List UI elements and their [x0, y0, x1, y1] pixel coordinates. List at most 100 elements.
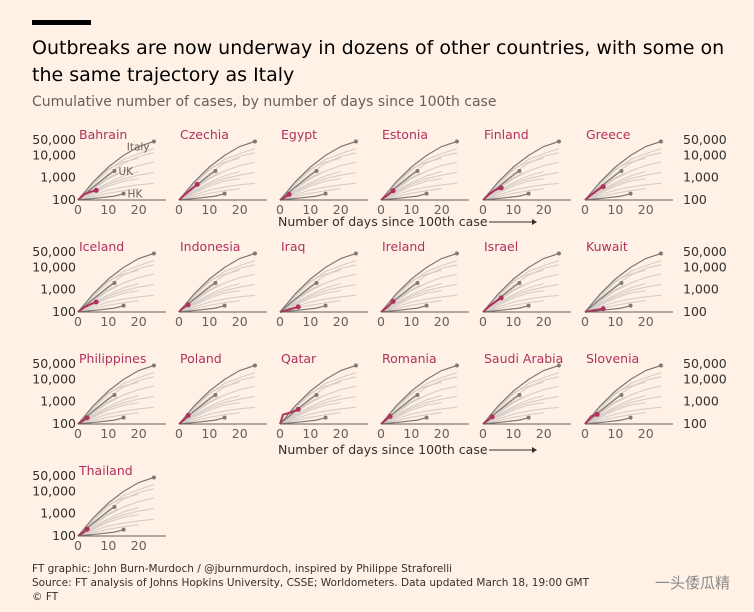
y-tick-label: 10,000 — [683, 147, 727, 162]
background-line — [178, 171, 255, 201]
panel-title-bahrain: Bahrain — [79, 127, 127, 142]
reference-line-italy — [584, 252, 662, 313]
reference-label-hk: HK — [128, 189, 144, 201]
x-tick-label: 10 — [201, 426, 217, 441]
x-tick-label: 0 — [175, 202, 183, 217]
background-line — [482, 171, 559, 201]
x-tick-label: 20 — [232, 314, 248, 329]
background-line — [584, 182, 661, 201]
reference-point-italy — [151, 475, 156, 480]
reference-point-uk — [213, 280, 218, 285]
series-line-qatar — [279, 408, 299, 425]
background-line — [178, 178, 240, 201]
background-line — [178, 161, 256, 201]
series-line-finland — [482, 186, 502, 201]
x-tick-label: 10 — [100, 202, 116, 217]
reference-point-italy — [454, 139, 459, 144]
reference-line-hk — [178, 193, 225, 201]
y-tick-label: 10,000 — [32, 147, 76, 162]
reference-point-italy — [556, 363, 561, 368]
background-line — [584, 178, 646, 201]
reference-point-uk — [517, 392, 522, 397]
reference-point-hk — [628, 303, 633, 308]
reference-line-hk — [77, 529, 124, 537]
background-line — [77, 406, 154, 425]
panel-title-saudi-arabia: Saudi Arabia — [484, 351, 563, 366]
background-line — [279, 148, 357, 201]
panel-title-ireland: Ireland — [382, 239, 425, 254]
reference-label-italy: Italy — [127, 141, 150, 153]
x-tick-label: 0 — [74, 202, 82, 217]
background-line — [380, 283, 457, 313]
x-tick-label: 10 — [505, 202, 521, 217]
background-line — [482, 294, 559, 313]
y-tick-label: 100 — [52, 416, 76, 431]
reference-line-hk — [584, 417, 631, 425]
background-line — [77, 372, 155, 425]
x-tick-label: 10 — [201, 314, 217, 329]
x-tick-label: 10 — [607, 202, 623, 217]
background-line — [178, 273, 256, 313]
x-axis-title: Number of days since 100th case — [278, 214, 488, 229]
x-tick-label: 0 — [377, 426, 385, 441]
series-point-romania — [387, 413, 393, 419]
reference-line-hk — [380, 305, 427, 313]
reference-line-italy — [279, 140, 357, 201]
y-tick-label: 50,000 — [32, 244, 76, 259]
series-point-egypt — [286, 191, 292, 197]
reference-point-uk — [112, 168, 117, 173]
reference-point-hk — [121, 527, 126, 532]
x-tick-label: 20 — [536, 426, 552, 441]
reference-point-hk — [323, 303, 328, 308]
reference-point-uk — [314, 392, 319, 397]
y-tick-label: 50,000 — [32, 356, 76, 371]
background-line — [584, 260, 662, 313]
x-tick-label: 0 — [175, 426, 183, 441]
series-line-greece — [584, 185, 604, 201]
series-point-czechia — [194, 181, 200, 187]
series-line-iraq — [279, 305, 299, 313]
reference-point-hk — [424, 303, 429, 308]
y-tick-label: 100 — [52, 528, 76, 543]
background-line — [178, 300, 240, 313]
reference-line-hk — [584, 193, 631, 201]
reference-line-hk — [279, 417, 326, 425]
reference-point-hk — [526, 415, 531, 420]
y-tick-label: 10,000 — [32, 371, 76, 386]
reference-line-italy — [178, 140, 256, 201]
panel-title-israel: Israel — [484, 239, 518, 254]
background-line — [584, 395, 661, 425]
footer: FT graphic: John Burn-Murdoch / @jburnmu… — [32, 562, 589, 604]
background-line — [77, 182, 154, 201]
x-tick-label: 20 — [232, 426, 248, 441]
series-point-qatar — [295, 406, 301, 412]
reference-point-uk — [619, 392, 624, 397]
reference-line-italy — [279, 252, 357, 313]
panel-title-philippines: Philippines — [79, 351, 146, 366]
background-line — [584, 406, 661, 425]
background-line — [279, 161, 357, 201]
reference-line-hk — [77, 193, 124, 201]
x-axis-arrow-head — [532, 219, 537, 225]
background-line — [482, 182, 559, 201]
series-point-saudi-arabia — [489, 414, 495, 420]
reference-point-hk — [323, 415, 328, 420]
background-line — [584, 412, 646, 425]
background-line — [380, 178, 442, 201]
reference-line-hk — [77, 305, 124, 313]
background-line — [77, 412, 139, 425]
panel-title-iraq: Iraq — [281, 239, 305, 254]
y-tick-label: 10,000 — [32, 483, 76, 498]
x-tick-label: 10 — [505, 314, 521, 329]
x-tick-label: 0 — [581, 314, 589, 329]
y-tick-label: 1,000 — [40, 282, 76, 297]
background-line — [584, 294, 661, 313]
x-tick-label: 0 — [377, 202, 385, 217]
reference-line-hk — [279, 193, 326, 201]
background-line — [380, 412, 442, 425]
y-tick-label: 50,000 — [32, 468, 76, 483]
reference-line-uk — [279, 282, 317, 313]
x-tick-label: 0 — [377, 314, 385, 329]
reference-point-italy — [353, 251, 358, 256]
